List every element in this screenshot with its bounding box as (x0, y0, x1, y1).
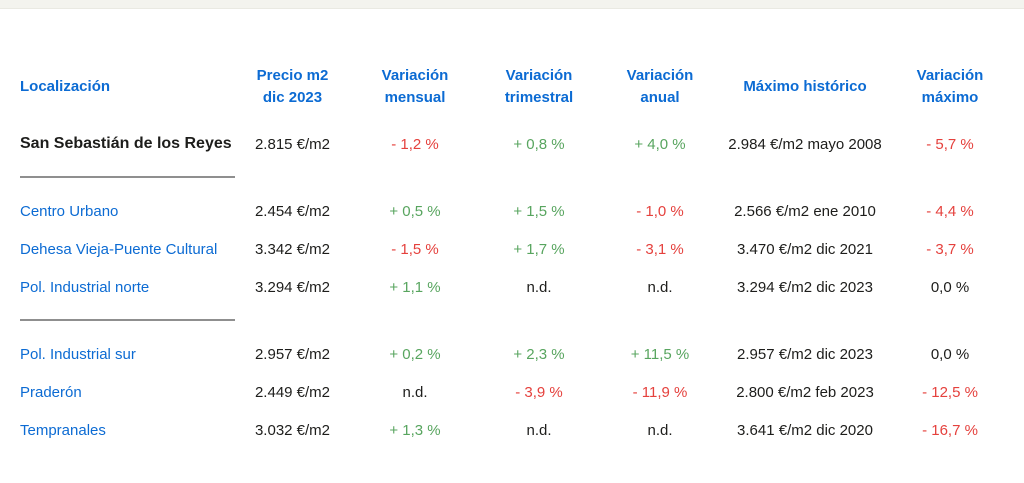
quarterly-variation-cell: + 0,8 % (513, 135, 565, 153)
historic-max-cell: 2.984 €/m2 mayo 2008 (728, 135, 882, 153)
location-cell: Pol. Industrial sur (20, 335, 235, 373)
historic-max-cell: 2.566 €/m2 ene 2010 (734, 202, 876, 220)
quarterly-variation-cell: n.d. (526, 421, 552, 439)
max-variation-cell: - 3,7 % (926, 240, 974, 258)
max-variation-cell: 0,0 % (930, 278, 970, 296)
price-cell: 3.294 €/m2 (254, 278, 331, 296)
table-row: Centro Urbano 2.454 €/m2 + 0,5 % + 1,5 %… (20, 192, 1024, 230)
annual-variation-cell: n.d. (647, 278, 673, 296)
location-cell: Praderón (20, 373, 235, 411)
column-header-variacion-trimestral: Variación trimestral (504, 67, 574, 106)
price-cell: 2.454 €/m2 (254, 202, 331, 220)
monthly-variation-cell: + 0,5 % (389, 202, 441, 220)
table-row: Praderón 2.449 €/m2 n.d. - 3,9 % - 11,9 … (20, 373, 1024, 411)
location-label: San Sebastián de los Reyes (20, 135, 232, 152)
location-link[interactable]: Praderón (20, 383, 82, 401)
price-cell: 3.342 €/m2 (254, 240, 331, 258)
location-link[interactable]: Centro Urbano (20, 202, 119, 220)
quarterly-variation-cell: n.d. (526, 278, 552, 296)
price-cell: 2.449 €/m2 (254, 383, 331, 401)
historic-max-cell: 3.470 €/m2 dic 2021 (737, 240, 873, 258)
price-table: Localización Precio m2 dic 2023 Variación… (0, 65, 1024, 449)
location-cell: Dehesa Vieja-Puente Cultural (20, 230, 235, 268)
max-variation-cell: - 4,4 % (926, 202, 974, 220)
price-cell: 3.032 €/m2 (254, 421, 331, 439)
table-row: Tempranales 3.032 €/m2 + 1,3 % n.d. n.d.… (20, 411, 1024, 449)
price-cell: 2.957 €/m2 (254, 345, 331, 363)
monthly-variation-cell: n.d. (402, 383, 428, 401)
annual-variation-cell: n.d. (647, 421, 673, 439)
max-variation-cell: - 16,7 % (922, 421, 978, 439)
quarterly-variation-cell: + 1,5 % (513, 202, 565, 220)
historic-max-cell: 2.800 €/m2 feb 2023 (736, 383, 874, 401)
historic-max-cell: 3.294 €/m2 dic 2023 (737, 278, 873, 296)
annual-variation-cell: + 4,0 % (634, 135, 686, 153)
location-cell: Centro Urbano (20, 192, 235, 230)
annual-variation-cell: - 3,1 % (636, 240, 684, 258)
annual-variation-cell: + 11,5 % (630, 345, 690, 363)
quarterly-variation-cell: - 3,9 % (515, 383, 563, 401)
annual-variation-cell: - 11,9 % (632, 383, 688, 401)
annual-variation-cell: - 1,0 % (636, 202, 684, 220)
column-header-variacion-maximo: Variación máximo (916, 67, 984, 106)
monthly-variation-cell: + 1,1 % (389, 278, 441, 296)
historic-max-cell: 2.957 €/m2 dic 2023 (737, 345, 873, 363)
monthly-variation-cell: + 0,2 % (389, 345, 441, 363)
top-strip (0, 0, 1024, 9)
location-link[interactable]: Pol. Industrial norte (20, 278, 150, 296)
section-divider (20, 319, 235, 321)
location-cell: San Sebastián de los Reyes (20, 125, 235, 163)
table-row: San Sebastián de los Reyes 2.815 €/m2 - … (20, 125, 1024, 163)
table-row: Pol. Industrial norte 3.294 €/m2 + 1,1 %… (20, 268, 1024, 306)
column-header-maximo-historico: Máximo histórico (743, 78, 867, 95)
section-divider (20, 176, 235, 178)
column-header-variacion-anual: Variación anual (626, 67, 694, 106)
location-link[interactable]: Pol. Industrial sur (20, 345, 136, 363)
monthly-variation-cell: + 1,3 % (389, 421, 441, 439)
column-header-localizacion: Localización (20, 78, 111, 95)
location-cell: Pol. Industrial norte (20, 268, 235, 306)
location-cell: Tempranales (20, 411, 235, 449)
monthly-variation-cell: - 1,2 % (391, 135, 439, 153)
quarterly-variation-cell: + 1,7 % (513, 240, 565, 258)
location-link[interactable]: Dehesa Vieja-Puente Cultural (20, 240, 218, 258)
location-link[interactable]: Tempranales (20, 421, 106, 439)
max-variation-cell: - 12,5 % (922, 383, 978, 401)
table-header-row: Localización Precio m2 dic 2023 Variación… (20, 65, 1024, 109)
column-header-precio-m2: Precio m2 dic 2023 (256, 67, 329, 106)
max-variation-cell: 0,0 % (930, 345, 970, 363)
quarterly-variation-cell: + 2,3 % (513, 345, 565, 363)
table-row: Dehesa Vieja-Puente Cultural 3.342 €/m2 … (20, 230, 1024, 268)
historic-max-cell: 3.641 €/m2 dic 2020 (737, 421, 873, 439)
table-row: Pol. Industrial sur 2.957 €/m2 + 0,2 % +… (20, 335, 1024, 373)
price-cell: 2.815 €/m2 (254, 135, 331, 153)
column-header-variacion-mensual: Variación mensual (381, 67, 449, 106)
max-variation-cell: - 5,7 % (926, 135, 974, 153)
monthly-variation-cell: - 1,5 % (391, 240, 439, 258)
